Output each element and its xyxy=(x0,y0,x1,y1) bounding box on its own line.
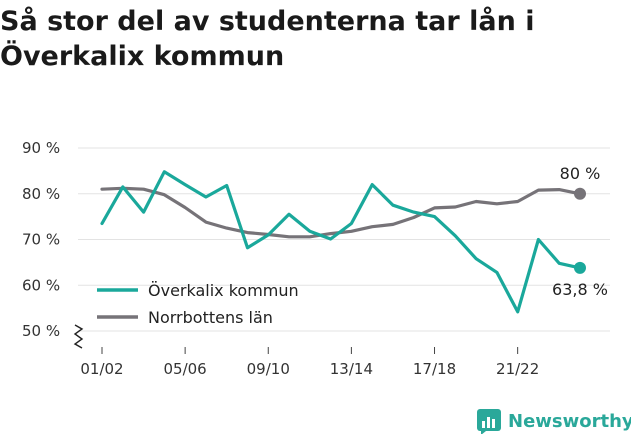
legend-label: Norrbottens län xyxy=(148,308,273,327)
x-tick-label: 05/06 xyxy=(164,360,207,378)
series-lines: 80 % 63,8 % xyxy=(100,164,608,314)
series-line xyxy=(100,170,582,314)
end-value-label: 80 % xyxy=(560,164,601,183)
x-tick-label: 13/14 xyxy=(330,360,373,378)
y-tick-label: 50 % xyxy=(22,322,60,340)
x-tick-label: 09/10 xyxy=(247,360,290,378)
x-tick-labels: 01/02 05/06 09/10 13/14 17/18 21/22 xyxy=(80,360,539,378)
y-tick-label: 90 % xyxy=(22,139,60,157)
end-point xyxy=(574,187,586,200)
x-axis xyxy=(73,324,519,354)
y-tick-label: 70 % xyxy=(22,231,60,249)
chart-title: Så stor del av studenterna tar lån i Öve… xyxy=(0,6,535,72)
x-tick-label: 01/02 xyxy=(80,360,123,378)
grid-lines xyxy=(78,147,610,332)
y-tick-label: 60 % xyxy=(22,276,60,294)
end-point xyxy=(574,261,586,274)
newsworthy-logo-icon xyxy=(477,409,501,434)
end-value-label: 63,8 % xyxy=(552,280,608,299)
y-tick-label: 80 % xyxy=(22,185,60,203)
legend: Överkalix kommun Norrbottens län xyxy=(97,281,299,327)
brand-logo: Newsworthy xyxy=(476,407,631,435)
legend-label: Överkalix kommun xyxy=(148,281,299,300)
y-axis: 50 % 60 % 70 % 80 % 90 % xyxy=(22,139,60,340)
brand-name: Newsworthy xyxy=(508,410,631,432)
x-tick-label: 17/18 xyxy=(413,360,456,378)
axis-break-icon xyxy=(73,324,84,349)
x-tick-label: 21/22 xyxy=(496,360,539,378)
